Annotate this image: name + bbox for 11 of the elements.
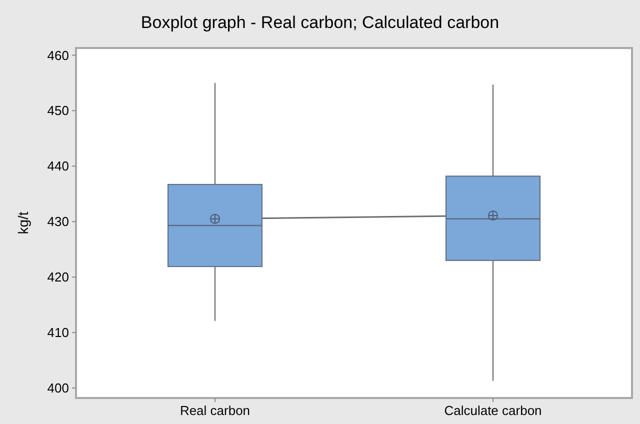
- y-tick-label: 460: [47, 48, 69, 63]
- y-tick-label: 430: [47, 214, 69, 230]
- chart-title: Boxplot graph - Real carbon; Calculated carbon: [140, 13, 500, 32]
- y-axis-title: kg/t: [15, 212, 31, 234]
- y-tick-label: 420: [47, 270, 69, 285]
- y-tick-label: 410: [47, 325, 69, 340]
- x-tick-label: Calculate carbon: [444, 403, 542, 418]
- y-tick-label: 450: [47, 103, 69, 118]
- x-tick-label: Real carbon: [180, 403, 250, 418]
- y-tick-label: 440: [47, 158, 69, 174]
- y-tick-label: 400: [47, 380, 69, 396]
